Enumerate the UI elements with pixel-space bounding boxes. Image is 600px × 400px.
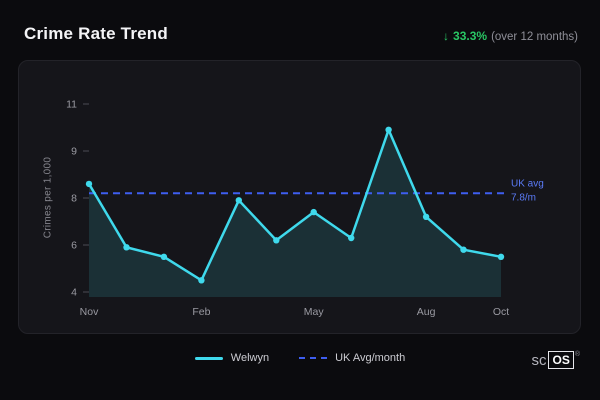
area-fill — [89, 129, 501, 297]
data-point — [198, 277, 205, 284]
x-tick-label: Aug — [417, 306, 436, 318]
data-point — [123, 244, 130, 251]
delta-period: (over 12 months) — [491, 31, 578, 43]
x-tick-label: May — [304, 306, 325, 318]
legend-label-welwyn: Welwyn — [230, 352, 270, 364]
line-chart: 4 6 8 9 11 Nov Feb May Aug Oct UK avg 7.8/m — [66, 99, 544, 319]
logo-registered-mark: ® — [574, 350, 580, 358]
uk-avg-label: UK avg — [511, 178, 544, 189]
x-tick-label: Oct — [493, 306, 509, 318]
y-tick-label: 11 — [66, 99, 77, 111]
data-point — [497, 253, 505, 260]
chart-legend: Welwyn UK Avg/month — [0, 352, 600, 364]
data-point — [385, 126, 392, 133]
page-title: Crime Rate Trend — [24, 24, 168, 43]
x-tick-label: Feb — [192, 306, 210, 318]
legend-item-welwyn[interactable]: Welwyn — [194, 352, 270, 364]
data-point — [160, 253, 168, 260]
data-point — [273, 237, 280, 244]
welwyn-line-swatch-icon — [194, 356, 223, 360]
chart-card: 4 6 8 9 11 Nov Feb May Aug Oct UK avg 7.8/m Crimes … — [18, 60, 581, 334]
y-tick-label: 9 — [71, 146, 77, 158]
delta-percent: 33.3% — [453, 29, 488, 43]
uk-avg-dashed-swatch-icon — [299, 357, 328, 359]
trend-delta: ↓ 33.3% (over 12 months) — [443, 29, 578, 43]
y-tick-label: 6 — [71, 240, 77, 252]
scos-logo: sc OS ® — [531, 351, 580, 369]
logo-prefix: sc — [531, 351, 547, 369]
data-point — [460, 246, 467, 253]
y-tick-label: 8 — [71, 193, 77, 205]
data-point — [422, 213, 430, 220]
y-axis-label: Crimes per 1,000 — [42, 156, 54, 239]
uk-avg-value: 7.8/m — [511, 192, 536, 203]
legend-item-uk-avg[interactable]: UK Avg/month — [299, 352, 405, 364]
x-tick-label: Nov — [80, 306, 99, 318]
legend-label-uk-avg: UK Avg/month — [335, 352, 406, 364]
trend-down-arrow: ↓ — [443, 29, 450, 43]
data-point — [310, 208, 317, 216]
data-point — [85, 180, 93, 188]
trend-line — [87, 128, 503, 282]
data-point — [235, 197, 242, 204]
y-tick-label: 4 — [71, 287, 77, 299]
data-point — [348, 234, 355, 242]
logo-box: OS — [548, 351, 574, 369]
